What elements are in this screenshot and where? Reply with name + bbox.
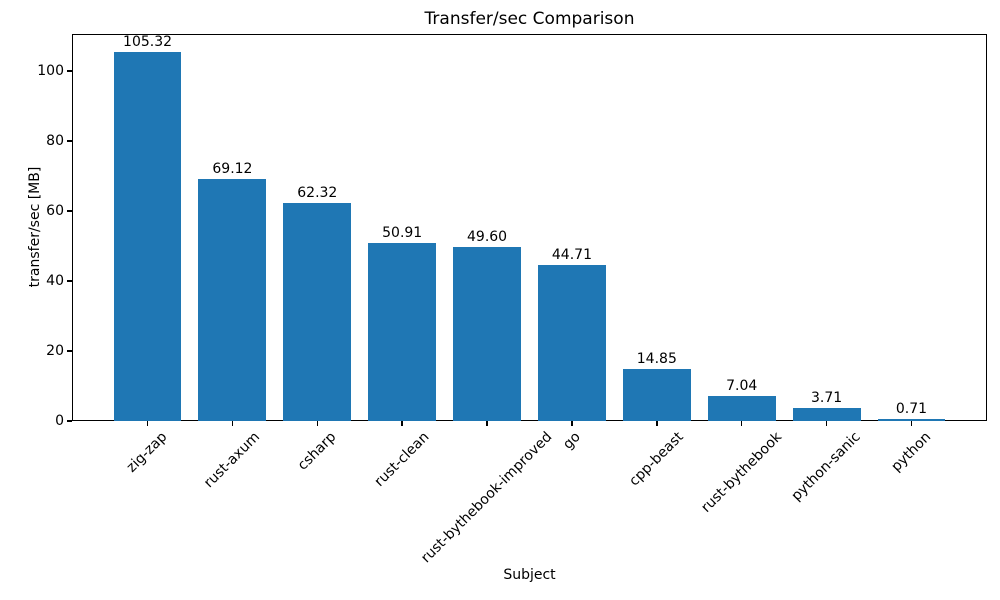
x-tick-mark	[316, 421, 318, 426]
bar-value-label: 0.71	[895, 400, 928, 417]
x-tick-mark	[825, 421, 828, 426]
bar	[368, 242, 437, 421]
x-tick-label: rust-clean	[371, 429, 433, 490]
bar	[283, 202, 352, 421]
x-tick-label: go	[560, 429, 584, 453]
y-tick-mark	[67, 70, 72, 72]
bar-value-label: 62.32	[297, 184, 338, 201]
x-tick-mark	[910, 421, 913, 426]
bar-value-label: 44.71	[551, 246, 592, 263]
bar-value-label: 49.60	[467, 229, 508, 246]
y-tick-mark	[67, 210, 72, 212]
x-tick-mark	[571, 421, 573, 426]
x-axis-label: Subject	[503, 567, 556, 583]
x-tick-label: rust-axum	[200, 429, 264, 492]
x-tick-label: python-sanic	[788, 429, 865, 505]
x-tick-mark	[486, 421, 488, 426]
y-axis-label: transfer/sec [MB]	[27, 166, 43, 288]
bar-value-label: 14.85	[636, 351, 677, 368]
bar-value-label: 7.04	[726, 378, 758, 395]
x-tick-mark	[231, 421, 234, 426]
bar-value-label: 105.32	[123, 34, 173, 51]
x-tick-label: rust-bythebook	[697, 429, 785, 516]
bar-value-label: 69.12	[212, 161, 253, 178]
bar	[707, 396, 776, 421]
y-tick-label: 0	[55, 413, 64, 429]
bar-value-label: 50.91	[382, 224, 423, 241]
bar	[453, 247, 521, 421]
y-tick-label: 20	[46, 343, 64, 359]
chart-title: Transfer/sec Comparison	[424, 9, 635, 29]
x-tick-label: rust-bythebook-improved	[418, 429, 556, 567]
bar	[792, 408, 861, 421]
x-tick-label: python	[888, 429, 935, 475]
x-tick-label: csharp	[294, 429, 340, 474]
x-tick-mark	[146, 421, 149, 426]
y-tick-mark	[67, 140, 72, 142]
bar	[622, 369, 691, 421]
x-tick-label: cpp-beast	[626, 429, 687, 490]
y-tick-label: 60	[46, 203, 64, 220]
bar	[113, 52, 182, 421]
x-tick-mark	[740, 421, 743, 426]
bar	[877, 418, 946, 421]
y-tick-label: 80	[46, 133, 64, 150]
x-tick-mark	[401, 421, 403, 426]
x-tick-label: zig-zap	[123, 429, 171, 476]
x-tick-mark	[656, 421, 658, 426]
y-tick-mark	[67, 350, 72, 352]
y-tick-label: 100	[37, 63, 64, 80]
bar	[198, 179, 267, 421]
y-tick-mark	[67, 280, 72, 282]
bar-value-label: 3.71	[810, 390, 843, 407]
y-tick-label: 40	[46, 273, 64, 290]
bar	[537, 264, 606, 421]
y-tick-mark	[67, 420, 72, 422]
